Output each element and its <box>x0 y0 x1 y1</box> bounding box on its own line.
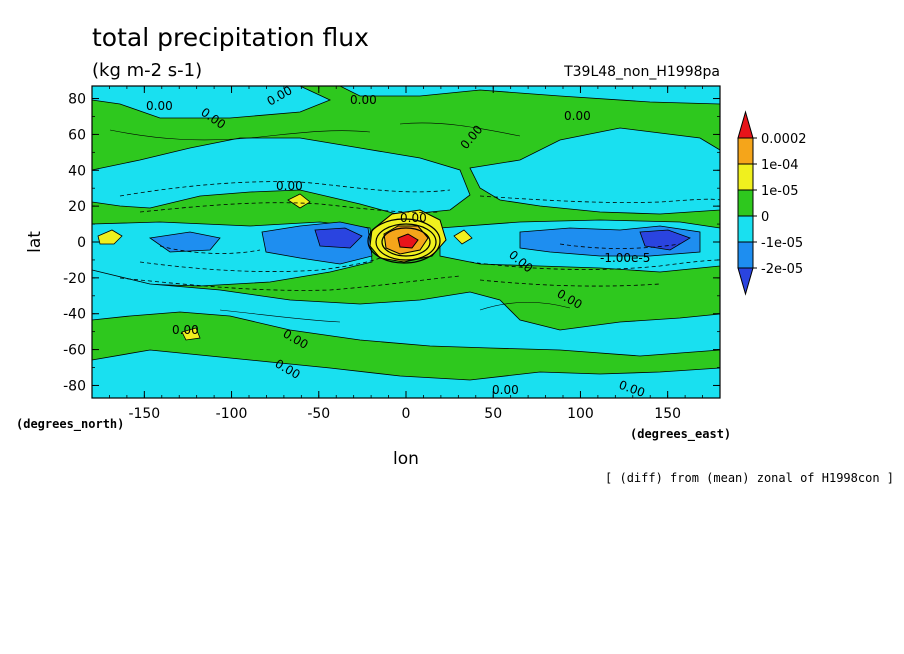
colorbar-label: 0 <box>761 210 769 225</box>
x-tick-label: -50 <box>307 406 330 422</box>
dashed-contours <box>119 181 720 291</box>
colorbar-label: -1e-05 <box>761 236 803 251</box>
colorbar-segment <box>737 189 754 217</box>
chart-units: (kg m-2 s-1) <box>92 60 202 81</box>
negative-region-south-polar <box>92 349 720 398</box>
y-tick-label: -40 <box>63 307 86 323</box>
contour-label: 0.00 <box>350 93 377 107</box>
hotspot-red <box>397 233 419 249</box>
negative-region-north <box>92 86 332 119</box>
strongest-negative-cells <box>314 227 363 249</box>
thin-contours <box>109 122 571 323</box>
plot-area: 0.00 0.00 0.00 0.00 0.00 0.00 0.00 0.00 … <box>63 83 721 422</box>
contour-label: 0.00 <box>492 383 519 397</box>
experiment-label: T39L48_non_H1998pa <box>563 64 720 80</box>
colorbar: 0.0002 1e-04 1e-05 0 -1e-05 -2e-05 <box>737 110 807 296</box>
colorbar-label: -2e-05 <box>761 262 803 277</box>
negative-region-subtropic-n <box>92 137 471 216</box>
positive-anomaly-americas <box>287 193 311 209</box>
contour-label: 0.00 <box>400 211 427 225</box>
y-tick-label: 40 <box>68 163 86 179</box>
negative-region-south-pacific <box>92 269 720 357</box>
x-tick-label: -150 <box>128 406 160 422</box>
x-axis-ticks: -150 -100 -50 0 50 100 150 <box>109 86 703 422</box>
x-tick-label: 0 <box>402 406 411 422</box>
y-tick-label: 0 <box>77 235 86 251</box>
negative-region-north2 <box>339 86 720 105</box>
strong-negative-cells-west <box>148 231 221 253</box>
chart-title: total precipitation flux <box>92 23 369 52</box>
contour-label: 0.00 <box>276 179 303 193</box>
y-tick-label: -60 <box>63 343 86 359</box>
colorbar-segment <box>737 215 754 243</box>
contour-label: 0.00 <box>146 99 173 113</box>
y-tick-label: 60 <box>68 127 86 143</box>
y-tick-label: 20 <box>68 199 86 215</box>
difference-note: [ (diff) from (mean) zonal of H1998con ] <box>605 471 894 485</box>
x-axis-label: lon <box>393 449 419 469</box>
positive-anomaly-africa <box>453 229 473 245</box>
colorbar-top-arrow <box>737 110 754 139</box>
y-tick-label: 80 <box>68 92 86 108</box>
x-unit-label: (degrees_east) <box>630 427 731 442</box>
y-tick-label: -80 <box>63 378 86 394</box>
colorbar-label: 0.0002 <box>761 132 807 147</box>
positive-anomaly-south <box>181 327 201 341</box>
x-tick-label: 50 <box>484 406 502 422</box>
colorbar-label: 1e-05 <box>761 184 799 199</box>
y-axis-label: lat <box>25 231 45 253</box>
colorbar-label: 1e-04 <box>761 158 799 173</box>
positive-anomaly-west <box>97 229 123 245</box>
y-axis-ticks: 80 60 40 20 0 -20 -40 -60 -80 <box>63 92 720 394</box>
colorbar-segment <box>737 241 754 269</box>
hotspot-contour-rings <box>367 218 441 264</box>
colorbar-segment <box>737 163 754 191</box>
x-tick-label: 150 <box>654 406 681 422</box>
contour-label: 0.00 <box>564 109 591 123</box>
contour-label: 0.00 <box>172 323 199 337</box>
y-unit-label: (degrees_north) <box>16 417 124 432</box>
x-tick-label: 100 <box>567 406 594 422</box>
colorbar-segment <box>737 137 754 165</box>
y-tick-label: -20 <box>63 271 86 287</box>
negative-region-atlantic-n <box>469 127 720 215</box>
colorbar-bottom-arrow <box>737 267 754 296</box>
contour-label: -1.00e-5 <box>600 251 650 265</box>
x-tick-label: -100 <box>216 406 248 422</box>
